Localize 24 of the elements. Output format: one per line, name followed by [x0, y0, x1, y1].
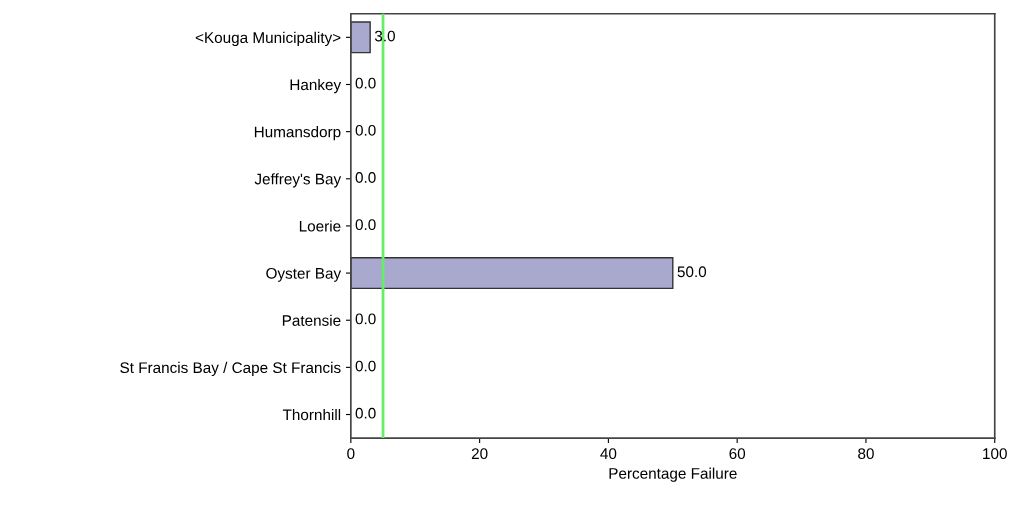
data-label: 0.0 [355, 124, 376, 136]
y-tick-label: Loerie [299, 220, 341, 232]
y-tick-label: <Kouga Municipality> [195, 31, 341, 47]
y-tick-label: Humansdorp [254, 126, 341, 141]
y-tick-label: St Francis Bay / Cape St Francis [120, 361, 341, 377]
data-label: 0.0 [355, 407, 376, 419]
data-label: 50.0 [677, 266, 707, 278]
x-axis-title: Percentage Failure [609, 467, 737, 482]
y-tick-label: Oyster Bay [266, 267, 342, 282]
x-tick-label: 40 [600, 448, 617, 460]
data-label: 0.0 [355, 172, 376, 183]
data-label: 0.0 [355, 360, 376, 372]
y-tick-label: Jeffrey's Bay [254, 173, 342, 188]
x-tick-label: 100 [983, 448, 1007, 460]
x-tick-label: 20 [471, 448, 488, 460]
x-tick-label: 60 [729, 448, 746, 460]
data-label: 0.0 [355, 219, 376, 231]
y-tick-label: Hankey [290, 78, 342, 94]
data-label: 0.0 [355, 313, 376, 325]
y-tick-label: Thornhill [282, 408, 341, 421]
x-tick-label: 80 [858, 448, 874, 460]
x-tick-label: 0 [347, 448, 355, 460]
data-label: 0.0 [355, 77, 376, 89]
y-tick-label: Patensie [282, 314, 341, 326]
